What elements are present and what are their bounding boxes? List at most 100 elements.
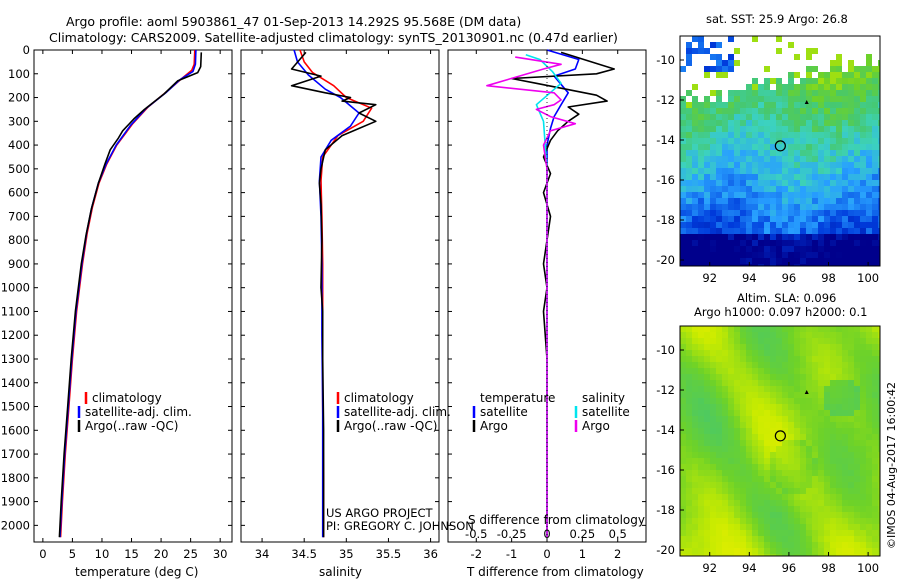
sla-map-cell [758, 428, 765, 435]
sst-map-cell [776, 174, 783, 181]
sst-map-cell [866, 252, 873, 259]
sst-map-cell [872, 246, 879, 253]
sla-map-cell [698, 356, 705, 363]
sst-map-cell [866, 66, 873, 73]
sst-map-cell [752, 216, 759, 223]
sst-map-cell [728, 174, 735, 181]
sla-map-cell [686, 374, 693, 381]
sst-map-cell [710, 78, 717, 85]
sst-map-cell [848, 72, 855, 79]
sst-map-cell [818, 198, 825, 205]
sla-map-cell [812, 338, 819, 345]
sla-map-cell [722, 548, 729, 555]
sst-map-cell [818, 186, 825, 193]
sla-map-cell [818, 386, 825, 393]
sst-map-cell [878, 156, 881, 163]
sst-map-cell [734, 246, 741, 253]
sst-map-cell [842, 216, 849, 223]
sst-map-cell [848, 168, 855, 175]
sla-map-cell [770, 368, 777, 375]
sst-map-cell [854, 252, 861, 259]
sla-map-cell [782, 500, 789, 507]
sst-map-cell [782, 42, 789, 49]
sst-map-cell [800, 222, 807, 229]
sla-map-cell [830, 458, 837, 465]
sst-map-cell [794, 198, 801, 205]
sst-map-cell [860, 78, 867, 85]
sla-map-cell [686, 464, 693, 471]
sla-map-cell [692, 338, 699, 345]
sla-map-cell [770, 386, 777, 393]
sst-map-cell [806, 192, 813, 199]
sla-map-cell [698, 392, 705, 399]
sst-map-cell [722, 78, 729, 85]
sla-map-cell [848, 374, 855, 381]
sst-map-cell [860, 72, 867, 79]
sla-map-cell [800, 428, 807, 435]
sla-map-cell [752, 554, 759, 557]
sst-map-cell [704, 150, 711, 157]
sla-map-cell [836, 332, 843, 339]
sst-map-cell [782, 66, 789, 73]
sst-map-cell [788, 66, 795, 73]
sla-map-cell [764, 338, 771, 345]
sla-map-cell [800, 374, 807, 381]
sst-map-cell [680, 186, 687, 193]
sst-map-cell [704, 222, 711, 229]
sst-map-cell [806, 156, 813, 163]
sla-map-cell [758, 512, 765, 519]
sla-map-cell [686, 380, 693, 387]
sst-map-cell [812, 258, 819, 265]
sla-map-cell [764, 512, 771, 519]
sst-map-cell [818, 90, 825, 97]
sla-map-cell [836, 512, 843, 519]
sst-map-cell [842, 132, 849, 139]
sst-map-cell [806, 60, 813, 67]
sla-map-y-tick-label: -10 [656, 343, 675, 357]
sst-map-cell [764, 72, 771, 79]
sla-map-cell [746, 356, 753, 363]
sst-map-cell [878, 90, 881, 97]
sst-map-cell [830, 102, 837, 109]
sla-map-cell [848, 338, 855, 345]
sst-map-cell [740, 228, 747, 235]
sst-map-cell [824, 252, 831, 259]
sst-map-cell [698, 180, 705, 187]
sla-map-cell [680, 500, 687, 507]
sst-map-cell [728, 150, 735, 157]
sst-map-cell [710, 108, 717, 115]
sst-map-cell [800, 258, 807, 265]
sst-map-cell [806, 180, 813, 187]
sla-map-cell [872, 434, 879, 441]
sla-map-cell [854, 482, 861, 489]
sla-map-cell [842, 548, 849, 555]
sst-map-cell [758, 180, 765, 187]
sst-map-cell [854, 168, 861, 175]
sst-map-cell [746, 174, 753, 181]
sst-map-cell [848, 42, 855, 49]
sst-map-cell [854, 138, 861, 145]
sla-map-cell [686, 362, 693, 369]
sst-map-cell [710, 222, 717, 229]
sst-map-cell [824, 138, 831, 145]
sst-map-cell [758, 162, 765, 169]
sla-map-cell [878, 512, 881, 519]
sla-map-cell [686, 392, 693, 399]
sla-map-cell [830, 332, 837, 339]
sla-map-cell [854, 542, 861, 549]
sst-map-cell [746, 54, 753, 61]
sst-map-cell [836, 120, 843, 127]
sla-map-cell [752, 476, 759, 483]
sst-map-cell [722, 246, 729, 253]
sla-map-cell [704, 386, 711, 393]
sla-map-cell [716, 404, 723, 411]
sla-map-cell [812, 434, 819, 441]
sst-map-cell [746, 150, 753, 157]
sla-map-cell [722, 350, 729, 357]
sla-map-cell [722, 380, 729, 387]
sst-map-cell [788, 234, 795, 241]
sst-map-cell [740, 264, 747, 267]
sla-map-cell [806, 380, 813, 387]
sla-map-cell [770, 332, 777, 339]
sst-map-cell [704, 126, 711, 133]
